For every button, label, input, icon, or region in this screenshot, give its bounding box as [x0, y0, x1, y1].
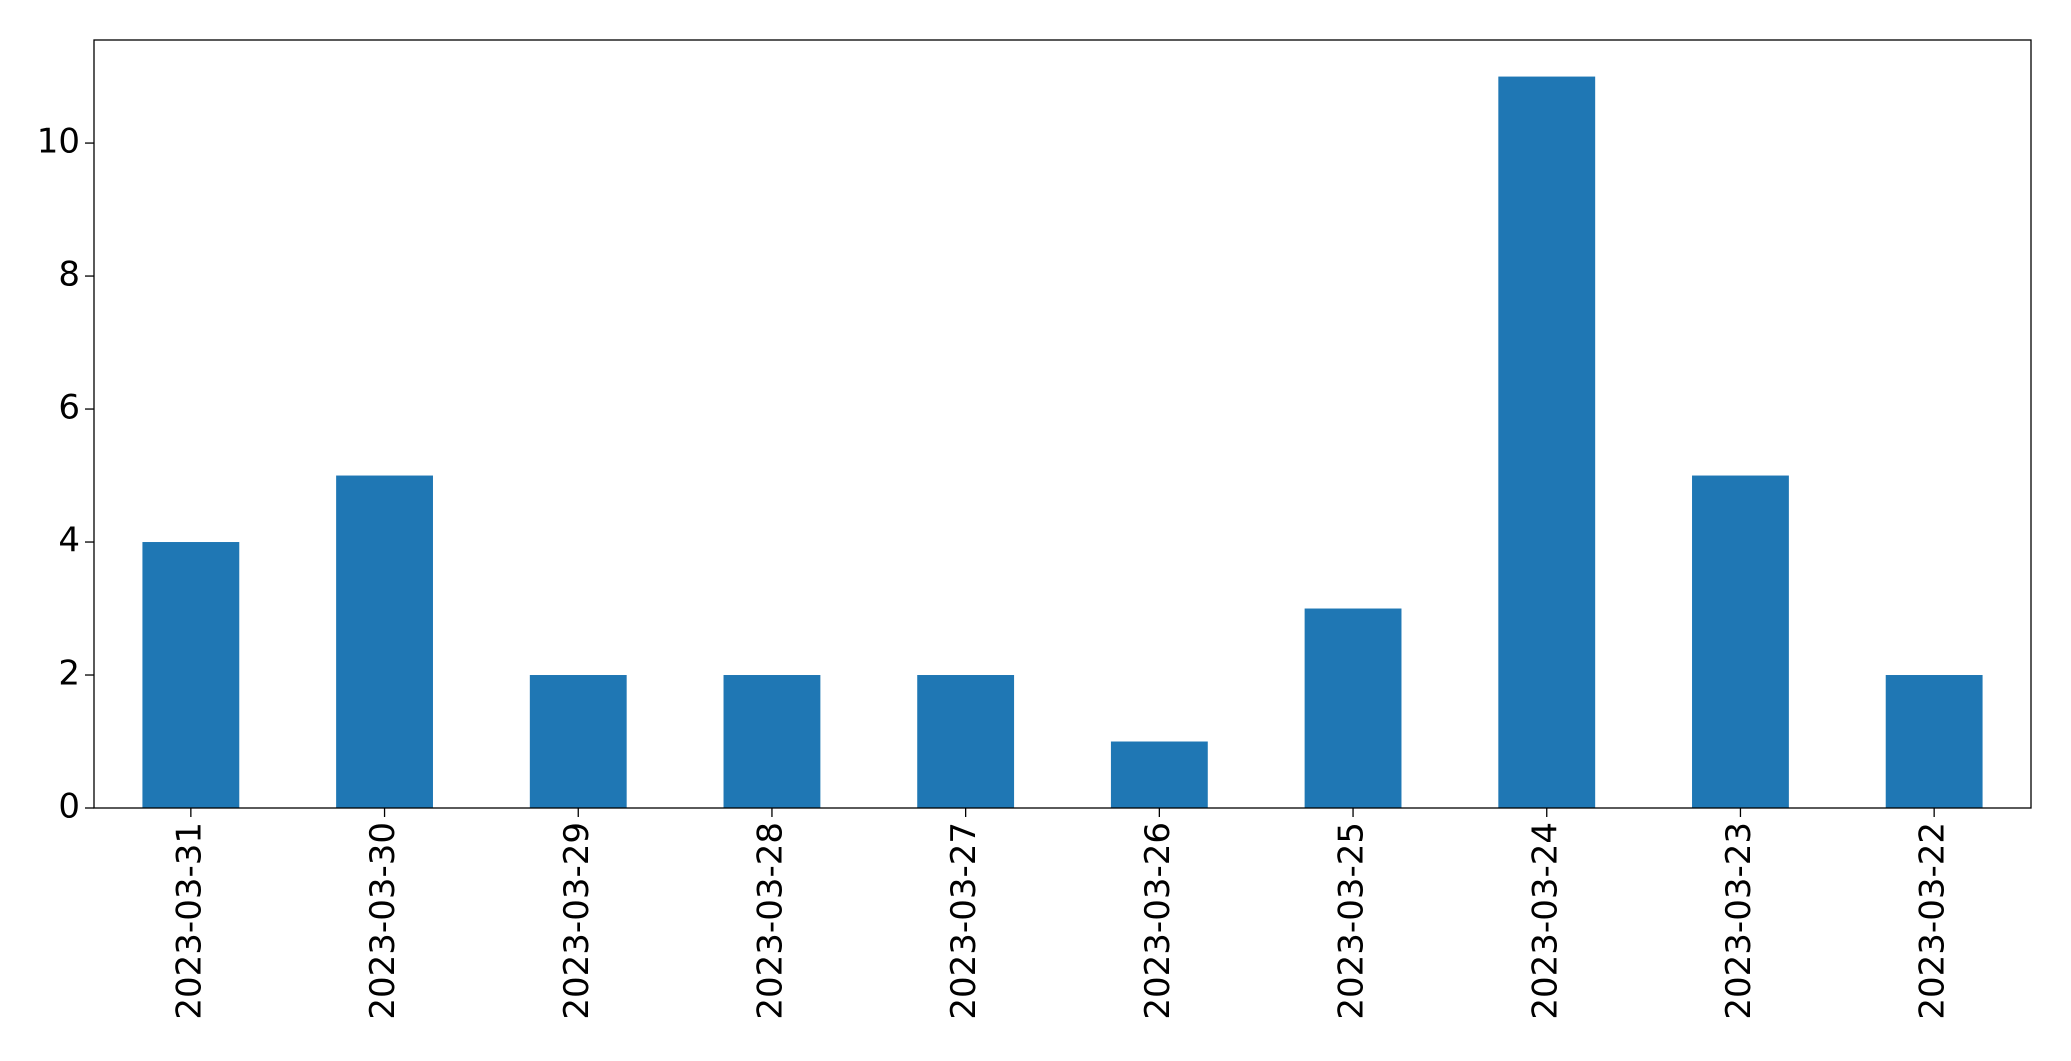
bar [336, 475, 433, 808]
bar [917, 675, 1015, 808]
bar [1304, 608, 1402, 808]
x-tick-label: 2023-03-22 [1913, 822, 1953, 1020]
y-tick-label: 8 [58, 255, 80, 295]
y-tick-label: 0 [58, 787, 80, 827]
y-tick-label: 10 [37, 122, 80, 162]
bar [723, 675, 821, 808]
x-tick-label: 2023-03-25 [1332, 822, 1372, 1020]
y-tick-label: 2 [58, 654, 80, 694]
x-tick-label: 2023-03-26 [1138, 822, 1178, 1020]
bar [142, 542, 240, 808]
y-tick-label: 4 [58, 521, 80, 561]
bar [529, 675, 627, 808]
x-tick-label: 2023-03-29 [557, 822, 597, 1020]
x-tick-label: 2023-03-24 [1525, 822, 1565, 1020]
bar [1110, 741, 1208, 808]
bar [1692, 475, 1789, 808]
x-tick-label: 2023-03-30 [363, 822, 403, 1020]
x-tick-label: 2023-03-28 [750, 822, 790, 1020]
axes-frame [93, 39, 2032, 809]
y-tick-label: 6 [58, 388, 80, 428]
x-tick-label: 2023-03-27 [944, 822, 984, 1020]
x-tick-label: 2023-03-23 [1719, 822, 1759, 1020]
bar [1498, 76, 1596, 809]
x-tick-label: 2023-03-31 [169, 822, 209, 1020]
bar [1885, 675, 1983, 808]
